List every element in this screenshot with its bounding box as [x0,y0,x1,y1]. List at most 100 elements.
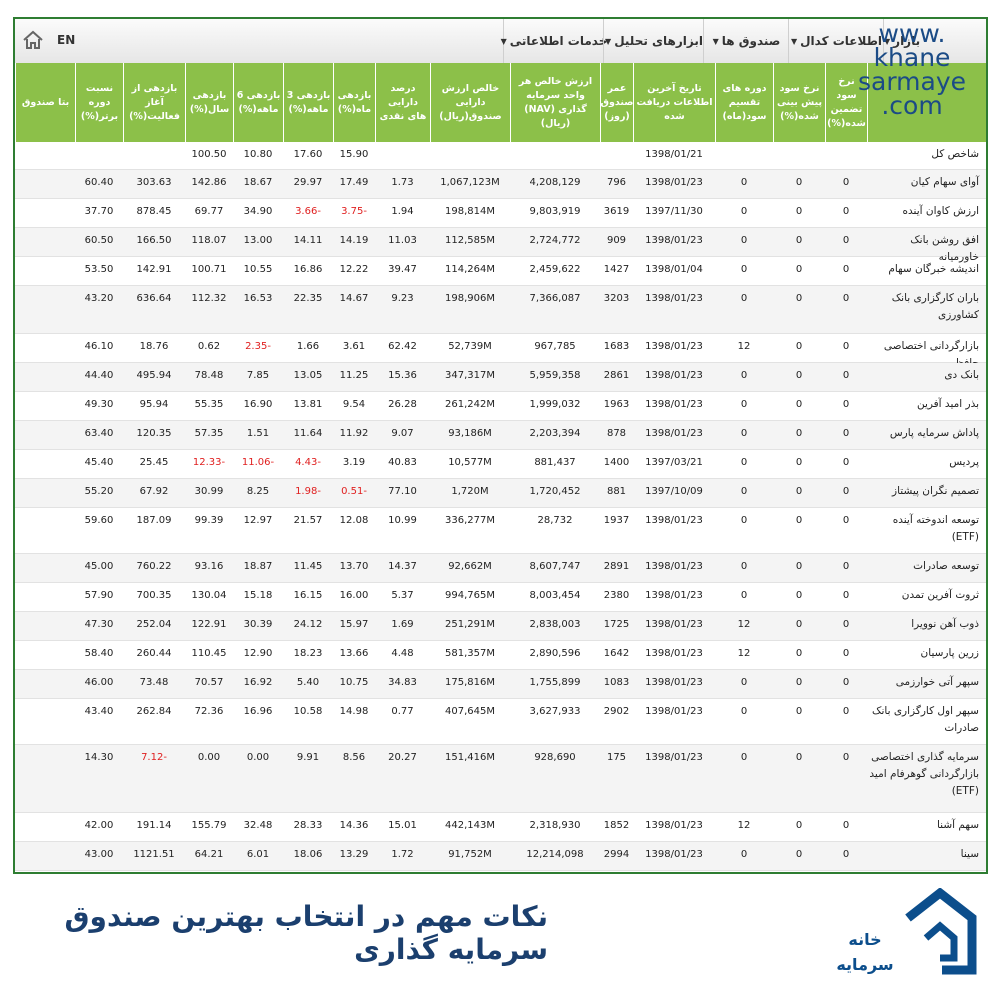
cell-beta [15,286,75,293]
watermark-line: www. [878,19,946,48]
menu-information-services[interactable]: خدمات اطلاعاتی ▼ [501,19,607,63]
table-row[interactable]: شاخصی کارآفرین0001398/01/2329535,402,525… [15,871,986,872]
table-row[interactable]: آوای سهام کیان 0 0 0 1398/01/23 796 4,208,129 1… [15,170,986,199]
cell-fund-name[interactable]: توسعه اندوخته آینده (ETF) [892,514,979,543]
chevron-down-icon: ▼ [884,36,891,46]
cell-fund-name[interactable]: پاداش سرمایه پارس [889,427,979,439]
cell-return-3m: 9.91 [296,752,320,763]
table-row[interactable]: بازارگردانی اختصاصی حافظ00121398/01/2316… [15,334,986,369]
cell-fund-name[interactable]: بانک دی [944,369,979,381]
cell-return-1m: 14.67 [339,293,369,304]
cell-guaranteed-rate: 0 [842,849,850,860]
cell-top-period-ratio: 57.90 [84,590,114,601]
header-return-6m[interactable]: بازدهی 6 ماهه(%) [233,63,283,142]
cell-fund-name[interactable]: سپهر اول کارگزاری بانک صادرات [872,705,979,734]
cell-guaranteed-rate: 0 [842,648,850,659]
cell-fund-name[interactable]: افق روشن بانک خاورمیانه [910,234,979,263]
cell-last-update: 1398/01/23 [645,752,703,763]
cell-beta [15,199,75,206]
table-row[interactable]: زرین پارسیان 0 0 12 1398/01/23 1642 2,890,596 5… [15,641,986,670]
header-top-period-ratio[interactable]: نسبت دوره برتر(%) [75,63,123,142]
cell-net-asset-value: 91,752M [448,849,492,860]
table-row[interactable]: بانک دی 0 0 0 1398/01/23 2861 5,959,358 347,317… [15,363,986,392]
cell-cash-percent: 77.10 [388,486,417,497]
cell-return-1y: 112.32 [191,293,227,304]
header-dividend-period[interactable]: دوره های تقسیم سود(ماه) [715,63,773,142]
cell-fund-name[interactable]: سپهر آتی خوارزمی [895,676,979,688]
cell-nav: 928,690 [534,752,576,763]
cell-fund-name[interactable]: باران کارگزاری بانک کشاورزی [891,292,979,321]
header-last-update[interactable]: تاریخ آخرین اطلاعات دریافت شده [633,63,715,142]
menu-codal-info[interactable]: اطلاعات کدال ▼ [788,19,884,63]
table-row[interactable]: تصمیم نگران پیشتاز 0 0 0 1397/10/09 881 1,720,… [15,479,986,508]
cell-fund-name[interactable]: سهم آشنا [936,819,979,831]
table-row[interactable]: ثروت آفرین تمدن 0 0 0 1398/01/23 2380 8,003,45… [15,583,986,612]
table-row[interactable]: شاخص کل 1398/01/21 15.90 17.60 10.80 100.50 [15,142,986,170]
header-nav[interactable]: ارزش خالص هر واحد سرمایه گذاری (NAV)(ریا… [510,63,600,142]
header-return-1y[interactable]: بازدهی سال(%) [185,63,233,142]
table-row[interactable]: افق روشن بانک خاورمیانه 0 0 0 1398/01/23 909 2… [15,228,986,263]
cell-cash-percent: 26.28 [388,399,417,410]
table-row[interactable]: توسعه اندوخته آینده (ETF) 0 0 0 1398/01/23 19… [15,508,986,554]
cell-nav: 5,402,525 [510,871,600,872]
table-row[interactable]: باران کارگزاری بانک کشاورزی 0 0 0 1398/01/23… [15,286,986,334]
cell-return-1m: 12.22 [339,264,369,275]
cell-nav: 12,214,098 [526,849,584,860]
cell-return-6m: 10.80 [243,149,273,160]
cell-nav: 5,959,358 [529,370,581,381]
language-switch-en[interactable]: EN [57,33,76,47]
table-row[interactable]: سپهر آتی خوارزمی 0 0 0 1398/01/23 1083 1,755,8… [15,670,986,699]
cell-fund-name[interactable]: بذر امید آفرین [916,398,979,410]
cell-return-3m: 18.23 [293,648,323,659]
header-net-asset-value[interactable]: خالص ارزش دارایی صندوق(ریال) [430,63,510,142]
table-row[interactable]: سهم آشنا 0 0 12 1398/01/23 1852 2,318,930 442,1… [15,813,986,842]
cell-fund-name[interactable]: پردیس [949,456,979,468]
table-row[interactable]: ارزش کاوان آینده 0 0 0 1397/11/30 3619 9,803,9… [15,199,986,228]
cell-fund-name[interactable]: سرمایه گذاری اختصاصی بازارگردانی گوهرفام… [869,751,979,797]
cell-return-6m: 10.55 [243,264,273,275]
header-return-3m[interactable]: بازدهی 3 ماهه(%) [283,63,333,142]
cell-return-since-inception: 303.63 [136,177,172,188]
table-row[interactable]: سینا 0 0 0 1398/01/23 2994 12,214,098 91,752M 1.… [15,842,986,871]
cell-return-3m: 13.81 [293,399,323,410]
cell-fund-name[interactable]: زرین پارسیان [920,647,979,659]
table-row[interactable]: بذر امید آفرین 0 0 0 1398/01/23 1963 1,999,032… [15,392,986,421]
cell-fund-name[interactable]: ذوب آهن نوویرا [911,618,979,630]
menu-market[interactable]: بازار ▼ [883,19,986,63]
cell-fund-name[interactable]: تصمیم نگران پیشتاز [892,485,979,497]
cell-nav: 1,999,032 [529,399,581,410]
table-row[interactable]: ذوب آهن نوویرا 0 0 12 1398/01/23 1725 2,838,00… [15,612,986,641]
cell-fund-name[interactable]: آوای سهام کیان [910,176,979,188]
cell-return-since-inception: 7.12- [141,752,167,763]
cell-fund-name[interactable]: توسعه صادرات [913,560,979,572]
table-row[interactable]: سپهر اول کارگزاری بانک صادرات 0 0 0 1398/01/… [15,699,986,745]
header-fund-name[interactable] [867,63,986,142]
cell-return-1y: 57.35 [194,428,224,439]
cell-fund-name[interactable]: اندیشه خبرگان سهام [888,263,979,275]
table-row[interactable]: سرمایه گذاری اختصاصی بازارگردانی گوهرفام… [15,745,986,813]
table-row[interactable]: اندیشه خبرگان سهام 0 0 0 1398/01/04 1427 2,459… [15,257,986,286]
site-logo [830,887,980,983]
cell-fund-name[interactable]: ارزش کاوان آینده [902,205,979,217]
header-fund-age[interactable]: عمر صندوق (روز) [600,63,633,142]
header-return-since-inception[interactable]: بازدهی از آغاز فعالیت(%) [123,63,185,142]
header-forecast-rate[interactable]: نرخ سود پیش بینی شده(%) [773,63,825,142]
header-cash-percent[interactable]: درصد دارایی های نقدی [375,63,430,142]
cell-return-3m: 16.86 [293,264,323,275]
cell-fund-age: 1427 [603,264,630,275]
menu-funds[interactable]: صندوق ها ▼ [703,19,789,63]
header-guaranteed-rate[interactable]: نرخ سود تضمین شده(%) [825,63,867,142]
table-row[interactable]: توسعه صادرات 0 0 0 1398/01/23 2891 8,607,747 92… [15,554,986,583]
header-return-1m[interactable]: بازدهی ماه(%) [333,63,375,142]
home-icon[interactable] [21,28,45,52]
cell-fund-name[interactable]: ثروت آفرین تمدن [901,589,979,601]
watermark-line: sarmaye [857,67,967,96]
cell-return-3m: 5.40 [296,677,320,688]
table-row[interactable]: پاداش سرمایه پارس 0 0 0 1398/01/23 878 2,203,3… [15,421,986,450]
cell-fund-name[interactable]: سینا [960,848,979,860]
header-beta[interactable]: بتا صندوق [15,63,75,142]
cell-fund-name[interactable]: شاخصی کارآفرین [867,871,986,872]
menu-analysis-tools[interactable]: ابزارهای تحلیل ▼ [603,19,704,63]
cell-fund-name[interactable]: شاخص کل [931,148,979,160]
table-row[interactable]: پردیس 0 0 0 1397/03/21 1400 881,437 10,577M 40.8… [15,450,986,479]
